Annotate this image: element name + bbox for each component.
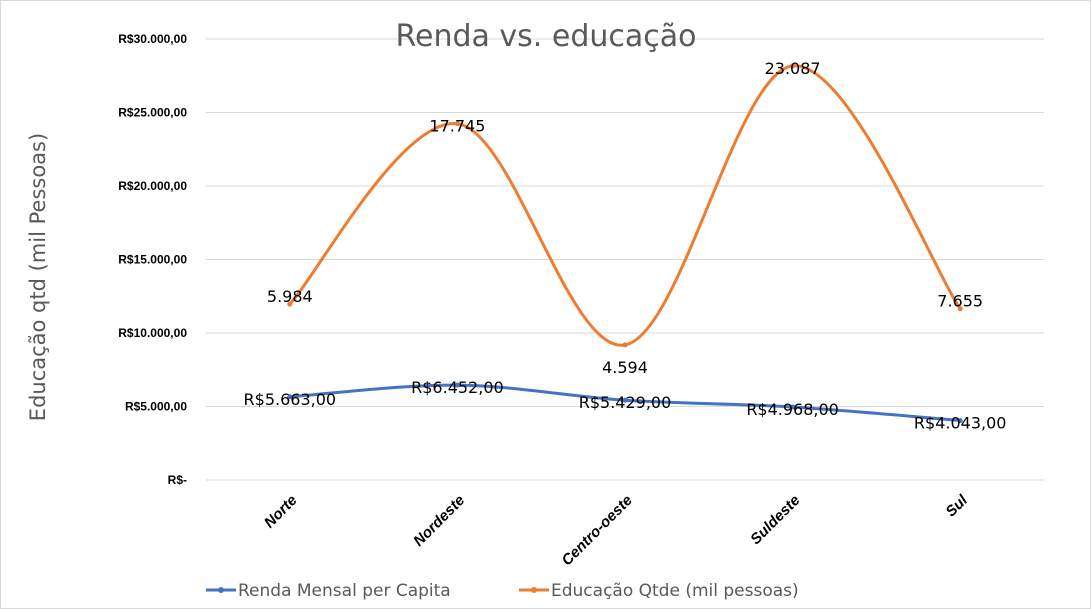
y-axis-label: Educação qtd (mil Pessoas) (26, 133, 50, 421)
y-tick-label: R$5.000,00 (125, 400, 187, 414)
data-label: 5.984 (267, 287, 313, 306)
series-lines (287, 63, 963, 424)
data-label: R$6.452,00 (411, 378, 504, 397)
data-point (622, 397, 628, 403)
data-point (287, 394, 293, 400)
y-tick-label: R$30.000,00 (118, 32, 187, 46)
legend-label: Renda Mensal per Capita (238, 581, 451, 601)
y-axis-ticks: R$- R$5.000,00 R$10.000,00 R$15.000,00 R$20.… (118, 32, 187, 487)
legend-label: Educação Qtde (mil pessoas) (551, 581, 799, 601)
data-label: R$5.663,00 (244, 390, 337, 409)
data-point (622, 342, 628, 348)
data-point (454, 382, 460, 388)
data-label: 7.655 (937, 292, 983, 311)
y-tick-label: R$20.000,00 (118, 179, 187, 193)
chart-title: Renda vs. educação (395, 19, 696, 54)
data-label: R$5.429,00 (579, 393, 672, 412)
gridlines (206, 38, 1044, 481)
x-tick-label: Sul (943, 491, 972, 520)
x-tick-label: Centro-oeste (558, 492, 635, 569)
data-point (957, 306, 963, 312)
data-label: R$4.968,00 (746, 400, 839, 419)
data-label: 23.087 (765, 59, 821, 78)
y-tick-label: R$15.000,00 (118, 253, 187, 267)
x-tick-label: Norte (261, 492, 301, 532)
y-tick-label: R$25.000,00 (118, 106, 187, 120)
data-point (790, 63, 796, 69)
legend-marker (218, 587, 224, 593)
data-point (790, 404, 796, 410)
x-tick-label: Suldeste (747, 492, 803, 548)
series-line (288, 64, 962, 347)
legend: Renda Mensal per Capita Educação Qtde (mi… (206, 581, 799, 601)
y-tick-label: R$- (168, 473, 187, 487)
y-tick-label: R$10.000,00 (118, 326, 187, 340)
data-label: 17.745 (429, 117, 485, 136)
data-point (454, 121, 460, 127)
data-labels: R$5.663,00 R$6.452,00 R$5.429,00 R$4.968,00… (244, 59, 1007, 433)
data-point (957, 418, 963, 424)
data-label: 4.594 (602, 358, 648, 377)
legend-marker (531, 587, 537, 593)
data-label: R$4.043,00 (914, 414, 1007, 433)
x-axis-ticks: Norte Nordeste Centro-oeste Suldeste Sul (261, 491, 972, 569)
x-tick-label: Nordeste (410, 492, 468, 550)
data-point (287, 301, 293, 307)
